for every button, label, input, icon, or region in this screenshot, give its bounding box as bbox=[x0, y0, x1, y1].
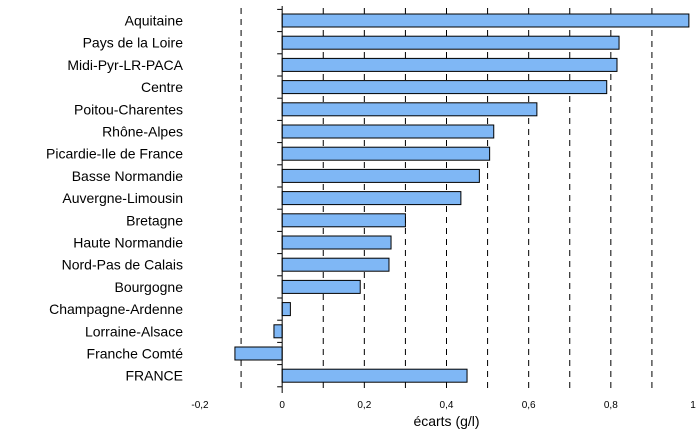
category-label: Midi-Pyr-LR-PACA bbox=[67, 57, 183, 73]
category-label: Auvergne-Limousin bbox=[62, 190, 183, 206]
bar bbox=[281, 168, 480, 183]
x-tick-label: 0,6 bbox=[522, 400, 536, 411]
category-label: Lorraine-Alsace bbox=[85, 323, 183, 339]
x-tick-label: 0 bbox=[279, 400, 285, 411]
bar bbox=[281, 80, 608, 95]
bar bbox=[281, 235, 392, 250]
bar bbox=[281, 191, 462, 206]
x-tick-label: 1 bbox=[690, 400, 696, 411]
category-label: Aquitaine bbox=[125, 13, 184, 29]
bar bbox=[281, 146, 491, 161]
bar bbox=[281, 279, 361, 294]
category-label: Centre bbox=[141, 79, 183, 95]
bar bbox=[234, 346, 283, 361]
category-label: Bretagne bbox=[126, 212, 183, 228]
category-label: FRANCE bbox=[125, 368, 183, 384]
bar bbox=[281, 102, 538, 117]
x-tick-labels: -0,2 0 0,2 0,4 0,6 0,8 1 bbox=[191, 400, 696, 411]
bar bbox=[281, 213, 406, 228]
bars bbox=[234, 13, 690, 383]
category-label: Rhône-Alpes bbox=[102, 124, 183, 140]
x-tick-label: 0,2 bbox=[357, 400, 371, 411]
category-label: Bourgogne bbox=[114, 279, 183, 295]
bar bbox=[281, 35, 620, 50]
category-labels: Aquitaine Pays de la Loire Midi-Pyr-LR-PAC… bbox=[46, 13, 184, 384]
x-tick-label: 0,4 bbox=[440, 400, 454, 411]
category-label: Champagne-Ardenne bbox=[49, 301, 183, 317]
x-axis-title: écarts (g/l) bbox=[413, 413, 479, 429]
category-label: Pays de la Loire bbox=[83, 35, 184, 51]
bar bbox=[273, 324, 283, 339]
bar bbox=[281, 257, 390, 272]
bar bbox=[281, 57, 618, 72]
y-axis-ticks bbox=[277, 8, 283, 388]
bar bbox=[281, 13, 690, 28]
category-label: Basse Normandie bbox=[72, 168, 183, 184]
category-label: Picardie-Ile de France bbox=[46, 146, 183, 162]
category-label: Haute Normandie bbox=[73, 235, 183, 251]
x-tick-label: -0,2 bbox=[191, 400, 209, 411]
x-tick-label: 0,8 bbox=[604, 400, 618, 411]
bar bbox=[281, 368, 468, 383]
bar bbox=[281, 124, 495, 139]
category-label: Poitou-Charentes bbox=[74, 101, 183, 117]
bar bbox=[281, 302, 291, 317]
category-label: Franche Comté bbox=[87, 346, 184, 362]
category-label: Nord-Pas de Calais bbox=[62, 257, 183, 273]
